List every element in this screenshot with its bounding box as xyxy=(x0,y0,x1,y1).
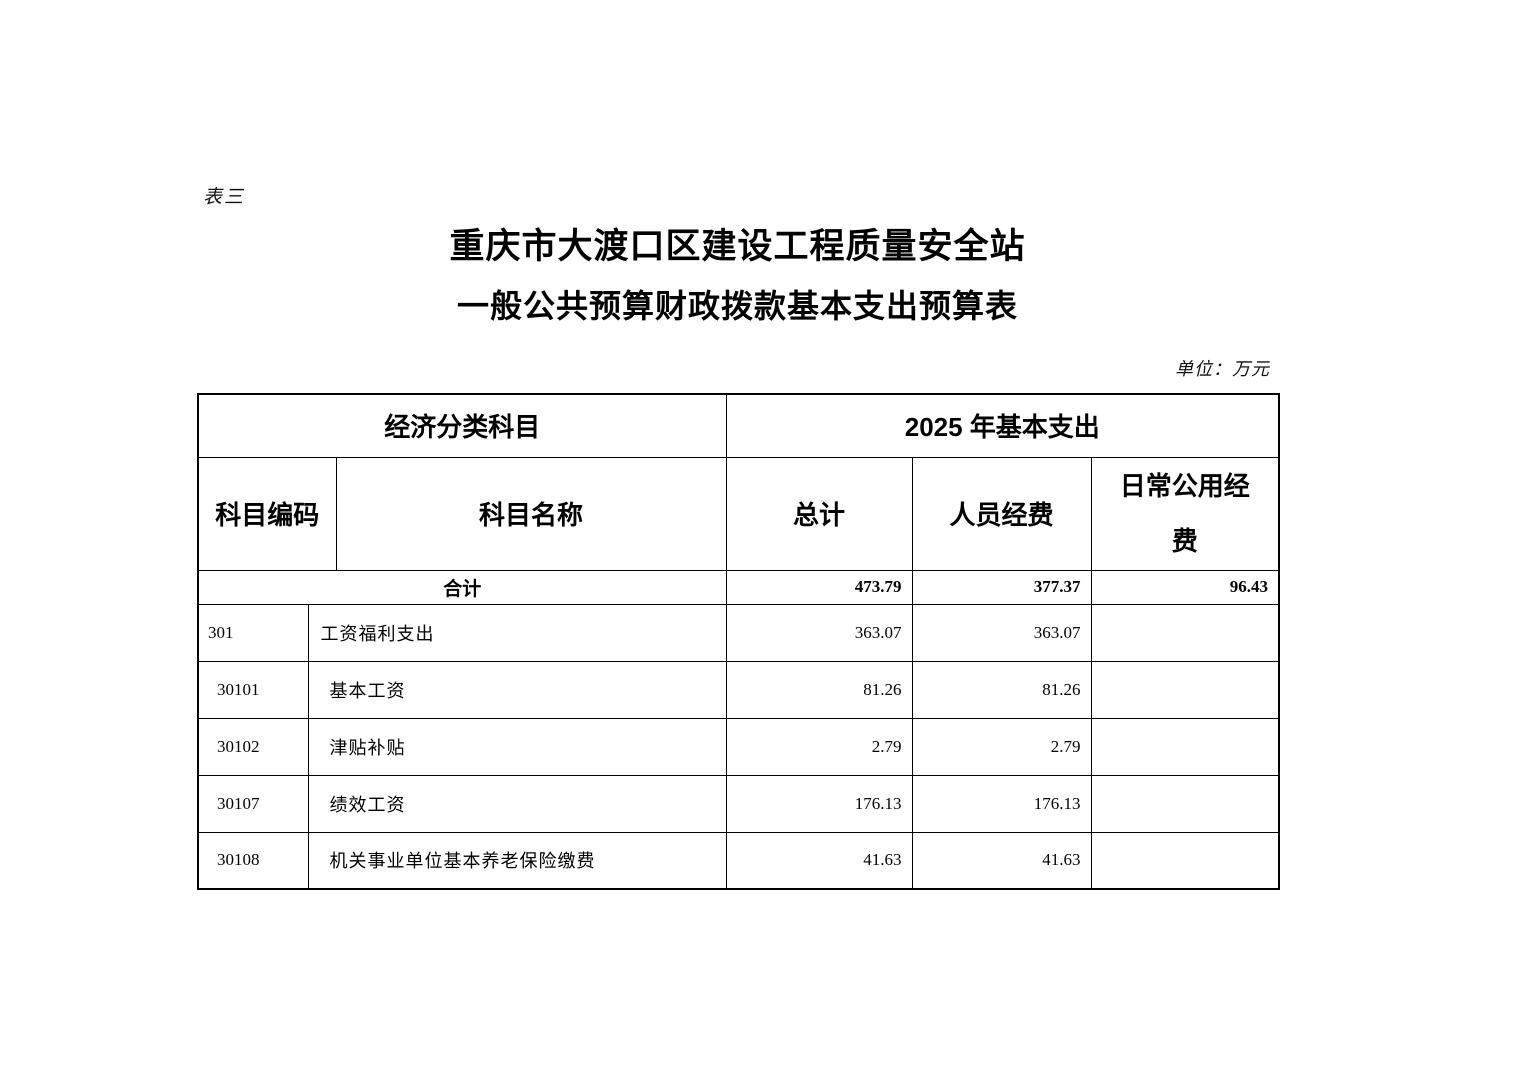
unit-note: 单位：万元 xyxy=(1175,359,1270,379)
cell-subject-code: 301 xyxy=(197,603,309,662)
cell-total: 2.79 xyxy=(725,717,913,776)
table-row: 301 工资福利支出 363.07 363.07 xyxy=(197,603,1280,662)
header-economic-classification: 经济分类科目 xyxy=(197,393,727,458)
cell-total: 81.26 xyxy=(725,660,913,719)
header-columns-row: 科目编码 科目名称 总计 人员经费 日常公用经费 xyxy=(197,456,1280,571)
cell-personnel-funds: 81.26 xyxy=(911,660,1092,719)
cell-total: 41.63 xyxy=(725,831,913,890)
cell-subject-name: 绩效工资 xyxy=(307,774,727,833)
table-row: 30101 基本工资 81.26 81.26 xyxy=(197,660,1280,719)
cell-subject-code: 30102 xyxy=(197,717,309,776)
header-daily-public-funds-label: 日常公用经费 xyxy=(1119,470,1250,556)
header-subject-name: 科目名称 xyxy=(335,456,727,571)
cell-subject-name: 机关事业单位基本养老保险缴费 xyxy=(307,831,727,890)
cell-daily-public-funds xyxy=(1090,717,1280,776)
total-row-total: 473.79 xyxy=(725,569,913,605)
header-subject-code: 科目编码 xyxy=(197,456,337,571)
table-row: 30108 机关事业单位基本养老保险缴费 41.63 41.63 xyxy=(197,831,1280,890)
budget-table: 经济分类科目 2025 年基本支出 科目编码 科目名称 总计 人员经费 日常公用… xyxy=(197,393,1281,890)
cell-daily-public-funds xyxy=(1090,774,1280,833)
cell-total: 176.13 xyxy=(725,774,913,833)
page-subtitle: 一般公共预算财政拨款基本支出预算表 xyxy=(456,288,1018,324)
header-total: 总计 xyxy=(725,456,913,571)
cell-total: 363.07 xyxy=(725,603,913,662)
total-row-label: 合计 xyxy=(197,569,727,605)
header-2025-basic-expenditure: 2025 年基本支出 xyxy=(725,393,1280,458)
cell-daily-public-funds xyxy=(1090,831,1280,890)
table-row: 30102 津贴补贴 2.79 2.79 xyxy=(197,717,1280,776)
cell-subject-name: 津贴补贴 xyxy=(307,717,727,776)
cell-subject-code: 30107 xyxy=(197,774,309,833)
total-row-personnel: 377.37 xyxy=(911,569,1092,605)
cell-personnel-funds: 41.63 xyxy=(911,831,1092,890)
cell-personnel-funds: 363.07 xyxy=(911,603,1092,662)
total-row: 合计 473.79 377.37 96.43 xyxy=(197,569,1280,605)
cell-subject-name: 基本工资 xyxy=(307,660,727,719)
total-row-daily: 96.43 xyxy=(1090,569,1280,605)
header-group-row: 经济分类科目 2025 年基本支出 xyxy=(197,393,1280,458)
cell-subject-code: 30101 xyxy=(197,660,309,719)
cell-personnel-funds: 2.79 xyxy=(911,717,1092,776)
cell-subject-code: 30108 xyxy=(197,831,309,890)
table-row: 30107 绩效工资 176.13 176.13 xyxy=(197,774,1280,833)
header-daily-public-funds: 日常公用经费 xyxy=(1090,456,1280,571)
page-title: 重庆市大渡口区建设工程质量安全站 xyxy=(449,227,1026,266)
header-personnel-funds: 人员经费 xyxy=(911,456,1092,571)
table-number-tag: 表三 xyxy=(203,187,246,208)
cell-daily-public-funds xyxy=(1090,603,1280,662)
cell-subject-name: 工资福利支出 xyxy=(307,603,727,662)
cell-daily-public-funds xyxy=(1090,660,1280,719)
cell-personnel-funds: 176.13 xyxy=(911,774,1092,833)
